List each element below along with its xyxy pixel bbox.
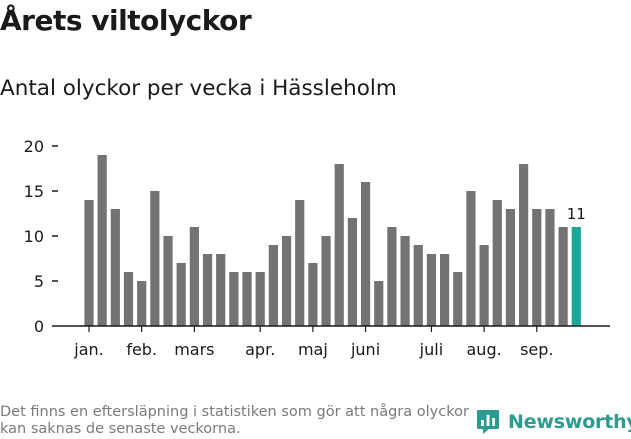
bar <box>163 236 173 326</box>
brand-name: Newsworthy <box>508 411 631 433</box>
bar-chart: 0 5 10 15 20 11 jan. feb. mars apr. maj juni juli aug… <box>24 137 610 359</box>
bar <box>242 272 252 326</box>
chart-title: Årets viltolyckor <box>0 4 252 37</box>
bar <box>321 236 331 326</box>
newsworthy-logo-icon <box>477 410 499 434</box>
bar <box>413 245 423 326</box>
bar <box>295 200 305 326</box>
bar <box>97 155 107 326</box>
bar <box>150 191 160 326</box>
bar <box>505 209 516 326</box>
bar <box>268 245 278 326</box>
footnote: Det finns en eftersläpning i statistiken… <box>0 404 469 437</box>
bar <box>519 164 529 326</box>
chart-subtitle: Antal olyckor per vecka i Hässleholm <box>0 76 397 101</box>
y-tick-label: 15 <box>24 182 44 201</box>
bar <box>281 236 292 326</box>
bar <box>137 281 147 326</box>
y-tick-label: 5 <box>34 272 44 291</box>
bar <box>479 245 489 326</box>
bar <box>466 191 476 326</box>
y-tick-label: 0 <box>34 317 44 336</box>
x-tick-label: maj <box>298 340 328 359</box>
bar <box>216 254 226 326</box>
bar <box>532 209 542 326</box>
bar <box>110 209 120 326</box>
bar <box>545 209 555 326</box>
bar <box>439 254 450 326</box>
bar <box>453 272 463 326</box>
bar <box>374 281 384 326</box>
x-tick-label: feb. <box>126 340 157 359</box>
y-tick-label: 20 <box>24 137 44 156</box>
highlight-value-label: 11 <box>567 205 586 223</box>
brand[interactable]: Newsworthy <box>476 409 631 435</box>
bar-highlight <box>571 227 581 326</box>
bar <box>255 272 265 326</box>
x-tick-label: jan. <box>73 340 103 359</box>
bar <box>123 272 134 326</box>
x-tick-label: aug. <box>467 340 502 359</box>
bar <box>308 263 318 326</box>
bar <box>360 182 371 326</box>
y-tick-label: 10 <box>24 227 44 246</box>
bar <box>492 200 502 326</box>
bar <box>387 227 397 326</box>
bar <box>558 227 568 326</box>
x-tick-label: juni <box>350 340 380 359</box>
x-tick-label: apr. <box>245 340 275 359</box>
bar <box>202 254 213 326</box>
x-tick-label: juli <box>419 340 443 359</box>
bar <box>347 218 357 326</box>
x-tick-label: sep. <box>520 340 553 359</box>
bar <box>426 254 437 326</box>
bar <box>176 263 186 326</box>
bar <box>334 164 344 326</box>
bar <box>84 200 94 326</box>
bar <box>189 227 199 326</box>
bar <box>229 272 239 326</box>
x-tick-label: mars <box>174 340 214 359</box>
bar <box>400 236 410 326</box>
